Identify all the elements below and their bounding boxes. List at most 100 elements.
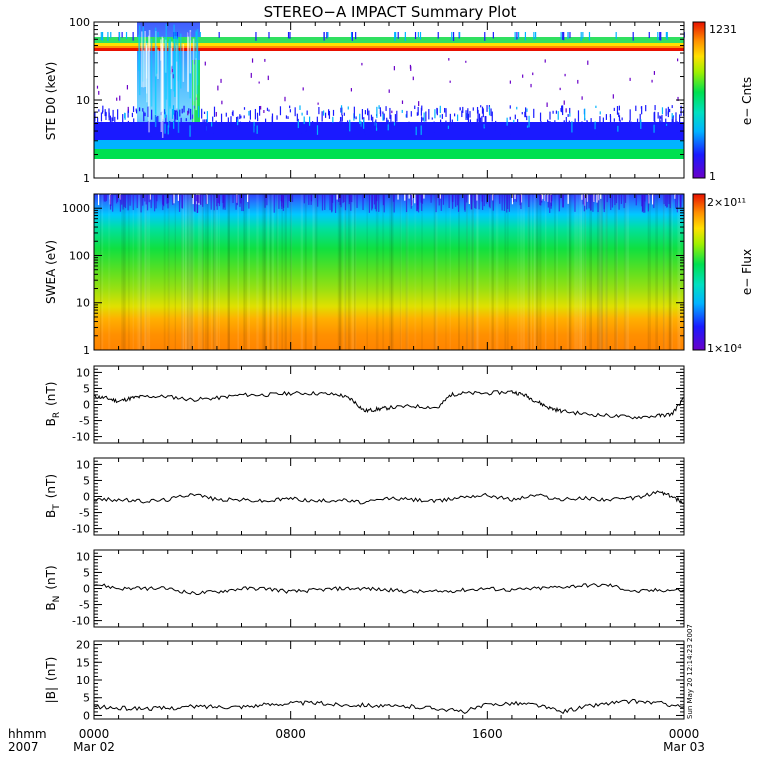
swea-texture-stripe — [589, 194, 593, 350]
swea-texture-stripe — [207, 194, 209, 350]
ste-top-spike — [659, 32, 661, 41]
ste-burst-streak — [162, 38, 164, 120]
ste-noise-mark — [439, 114, 441, 118]
ste-top-spike — [414, 32, 417, 40]
ste-noise-mark — [243, 107, 246, 110]
swea-top-streak — [303, 195, 305, 204]
swea-texture-stripe — [190, 194, 193, 350]
swea-top-streak — [129, 195, 131, 206]
swea-top-streak — [588, 195, 590, 209]
ste-noise-mark — [480, 105, 482, 108]
ste-noise-mark — [181, 124, 183, 128]
ste-noise-mark — [618, 112, 620, 118]
ste-noise-mark — [169, 121, 171, 132]
swea-top-streak — [291, 195, 294, 202]
swea-texture-stripe — [472, 194, 474, 350]
swea-texture-stripe — [263, 194, 266, 350]
ste-noise-mark — [521, 112, 523, 115]
ste-noise-mark — [618, 115, 621, 121]
ste-sparse-mark — [119, 95, 121, 101]
ste-top-spike — [397, 32, 399, 39]
ste-noise-mark — [355, 117, 357, 120]
ste-noise-mark — [363, 119, 365, 129]
swea-texture-stripe — [146, 194, 149, 350]
ste-burst-streak — [144, 30, 146, 88]
swea-texture-stripe — [400, 194, 402, 350]
swea-texture-stripe — [291, 194, 293, 350]
ste-noise-mark — [206, 111, 208, 123]
ste-top-spike — [107, 32, 109, 41]
swea-data-gap — [468, 194, 470, 204]
ste-sparse-mark — [410, 66, 412, 71]
ste-noise-mark — [410, 123, 412, 129]
ste-top-spike — [516, 32, 518, 40]
ste-noise-mark — [237, 119, 239, 126]
swea-top-streak — [132, 195, 134, 211]
ste-sparse-mark — [187, 110, 189, 116]
swea-texture-stripe — [144, 194, 147, 350]
ste-top-spike — [518, 32, 520, 39]
swea-texture-stripe — [605, 194, 608, 350]
ste-noise-mark — [548, 121, 550, 126]
ste-noise-mark — [486, 105, 488, 112]
swea-texture-stripe — [477, 194, 480, 350]
swea-texture-stripe — [242, 194, 245, 350]
ste-burst-streak — [171, 41, 173, 66]
swea-texture-stripe — [347, 194, 351, 350]
swea-top-streak — [641, 195, 643, 213]
swea-top-streak — [455, 195, 457, 207]
ste-noise-mark — [420, 125, 422, 135]
swea-y-label: SWEA (eV) — [44, 240, 58, 304]
ste-noise-mark — [230, 116, 232, 129]
swea-texture-stripe — [139, 194, 142, 350]
ste-sparse-mark — [116, 97, 118, 101]
ste-noise-mark — [405, 125, 407, 129]
ste-noise-mark — [378, 105, 380, 109]
swea-texture-stripe — [337, 194, 340, 350]
ste-noise-mark — [204, 119, 206, 124]
swea-top-streak — [378, 195, 380, 212]
ste-noise-mark — [255, 122, 257, 133]
swea-top-streak — [520, 195, 522, 210]
swea-top-streak — [338, 195, 340, 202]
swea-top-streak — [351, 195, 353, 203]
swea-top-streak — [635, 195, 637, 206]
ste-noise-mark — [108, 112, 110, 121]
ste-top-spike — [632, 32, 634, 41]
ste-noise-mark — [361, 109, 364, 120]
swea-texture-stripe — [344, 194, 347, 350]
ste-top-spike — [567, 32, 569, 40]
swea-data-gap — [511, 194, 514, 205]
ste-noise-mark — [599, 116, 601, 127]
ste-noise-mark — [671, 119, 673, 126]
ste-noise-mark — [504, 122, 507, 133]
ste-noise-mark — [447, 125, 450, 129]
ste-noise-mark — [567, 114, 569, 117]
ste-top-spike — [110, 32, 112, 38]
swea-texture-stripe — [679, 194, 682, 350]
ste-noise-mark — [119, 122, 121, 135]
swea-top-streak — [592, 195, 594, 212]
swea-texture-stripe — [606, 194, 608, 350]
ste-noise-mark — [463, 126, 465, 138]
ste-noise-mark — [227, 117, 229, 126]
swea-texture-stripe — [184, 194, 186, 350]
ste-noise-mark — [599, 111, 601, 115]
swea-top-streak — [368, 195, 370, 213]
ste-sparse-mark — [220, 78, 222, 83]
ste-top-spike — [118, 32, 121, 41]
swea-top-streak — [551, 195, 553, 202]
ste-burst-streak — [189, 29, 192, 74]
swea-texture-stripe — [314, 194, 318, 350]
ste-noise-mark — [641, 106, 643, 115]
swea-top-streak — [615, 195, 618, 204]
ste-noise-mark — [194, 121, 197, 132]
ste-top-spike — [176, 32, 178, 40]
swea-texture-stripe — [615, 194, 618, 350]
swea-top-streak — [239, 195, 241, 207]
swea-texture-stripe — [181, 194, 183, 350]
ste-top-spike — [666, 32, 668, 40]
ste-noise-mark — [289, 109, 291, 113]
ste-top-spike — [588, 32, 591, 41]
swea-top-streak — [539, 195, 541, 206]
